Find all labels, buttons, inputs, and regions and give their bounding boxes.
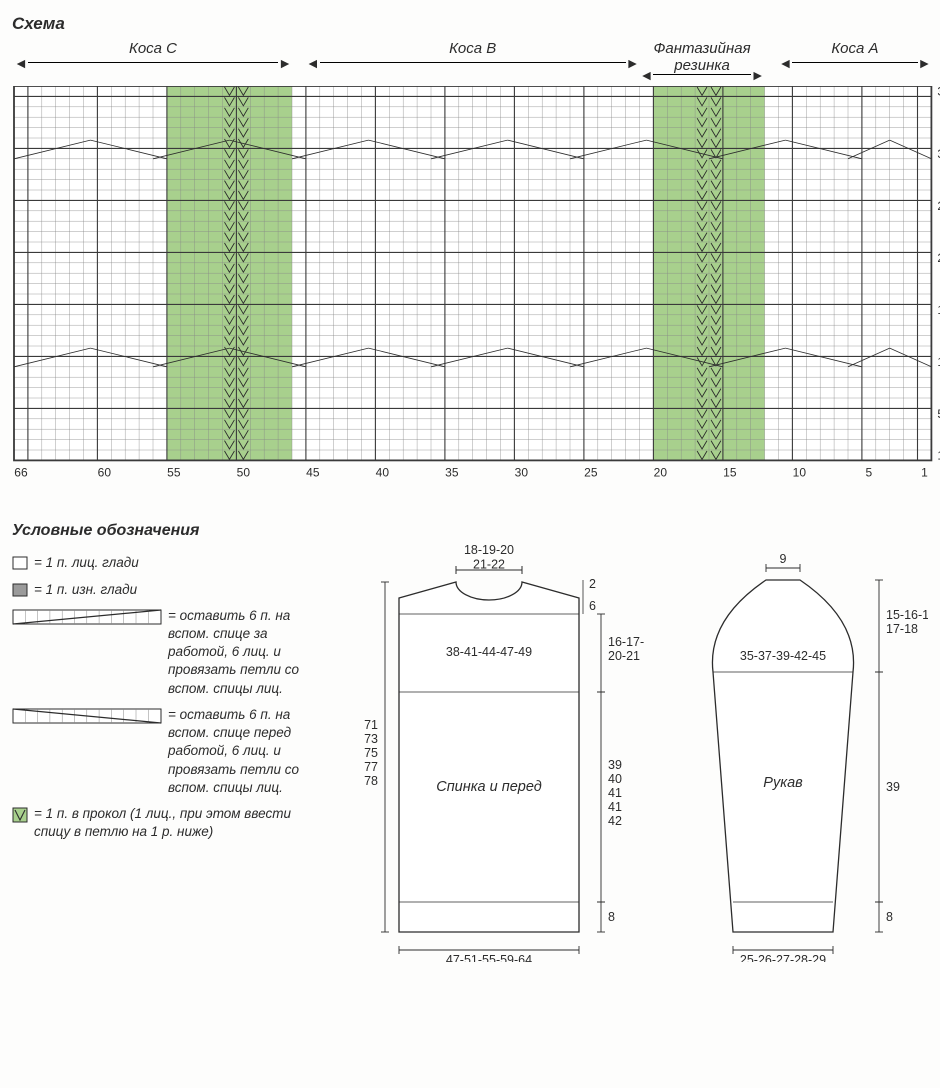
svg-text:8: 8 [608,910,615,924]
svg-text:15: 15 [723,465,737,479]
svg-text:50: 50 [237,465,251,479]
legend-item: = оставить 6 п. на вспом. спице перед ра… [12,706,326,797]
svg-text:75: 75 [364,746,378,760]
svg-text:35-37-39-42-45: 35-37-39-42-45 [740,649,826,663]
svg-text:20-21: 20-21 [608,649,640,663]
svg-text:41: 41 [608,786,622,800]
chart-section-labels: Коса С◄►Коса В◄►Фантазийнаярезинка◄►Коса… [12,40,930,86]
svg-text:25-26-27-28-29: 25-26-27-28-29 [740,953,826,962]
svg-text:41: 41 [608,800,622,814]
knitting-chart: 1510152025303615101520253035404550556066 [12,86,940,482]
svg-text:66: 66 [14,465,28,479]
svg-text:15-16-16: 15-16-16 [886,608,928,622]
svg-text:Рукав: Рукав [763,775,803,791]
legend-item: = 1 п. изн. глади [12,581,326,599]
svg-text:18-19-2021-22: 18-19-2021-22 [464,543,514,571]
legend-item: = 1 п. в прокол (1 лиц., при этом ввести… [12,805,326,841]
svg-text:17-18: 17-18 [886,622,918,636]
legend-item: = оставить 6 п. на вспом. спице за работ… [12,607,326,698]
svg-text:9: 9 [780,552,787,566]
section-arrow: ◄► [779,62,932,63]
svg-text:25: 25 [584,465,598,479]
sleeve-schematic: Рукав 35-37-39-42-45 9 15-16-1617-18 39 8 25-2… [688,522,928,962]
svg-text:20: 20 [654,465,668,479]
body-schematic: Спинка и перед 38-41-44-47-49 18-19-2021-2… [344,522,644,962]
svg-text:42: 42 [608,814,622,828]
section-arrow: ◄► [14,62,292,63]
legend-text: = 1 п. в прокол (1 лиц., при этом ввести… [34,805,326,841]
legend-text: = оставить 6 п. на вспом. спице перед ра… [168,706,326,797]
svg-text:78: 78 [364,774,378,788]
svg-text:8: 8 [886,910,893,924]
svg-text:5: 5 [866,465,873,479]
section-label: Коса С [14,40,292,57]
svg-text:55: 55 [167,465,181,479]
svg-text:77: 77 [364,760,378,774]
svg-text:2: 2 [589,577,596,591]
section-label: Коса А [779,40,932,57]
svg-text:6: 6 [589,599,596,613]
svg-text:10: 10 [793,465,807,479]
svg-text:Спинка и перед: Спинка и перед [436,779,542,795]
svg-text:38-41-44-47-49: 38-41-44-47-49 [446,645,532,659]
legend: Условные обозначения = 1 п. лиц. глади = … [12,522,336,849]
svg-text:47-51-55-59-64: 47-51-55-59-64 [446,953,532,962]
svg-text:73: 73 [364,732,378,746]
legend-title: Условные обозначения [12,522,326,540]
svg-text:39: 39 [608,758,622,772]
schema-title: Схема [12,14,928,34]
svg-text:60: 60 [98,465,112,479]
section-arrow: ◄► [306,62,640,63]
svg-text:40: 40 [608,772,622,786]
svg-text:45: 45 [306,465,320,479]
svg-text:16-17-18: 16-17-18 [608,635,644,649]
section-arrow: ◄► [640,74,765,75]
svg-text:40: 40 [376,465,390,479]
svg-text:71: 71 [364,718,378,732]
legend-text: = 1 п. лиц. глади [34,554,139,572]
section-label: Фантазийнаярезинка [640,40,765,74]
svg-text:1: 1 [921,465,928,479]
legend-text: = оставить 6 п. на вспом. спице за работ… [168,607,326,698]
svg-text:35: 35 [445,465,459,479]
legend-text: = 1 п. изн. глади [34,581,137,599]
garment-schematics: Спинка и перед 38-41-44-47-49 18-19-2021-2… [336,522,928,962]
svg-text:39: 39 [886,780,900,794]
section-label: Коса В [306,40,640,57]
legend-item: = 1 п. лиц. глади [12,554,326,572]
svg-text:30: 30 [515,465,529,479]
